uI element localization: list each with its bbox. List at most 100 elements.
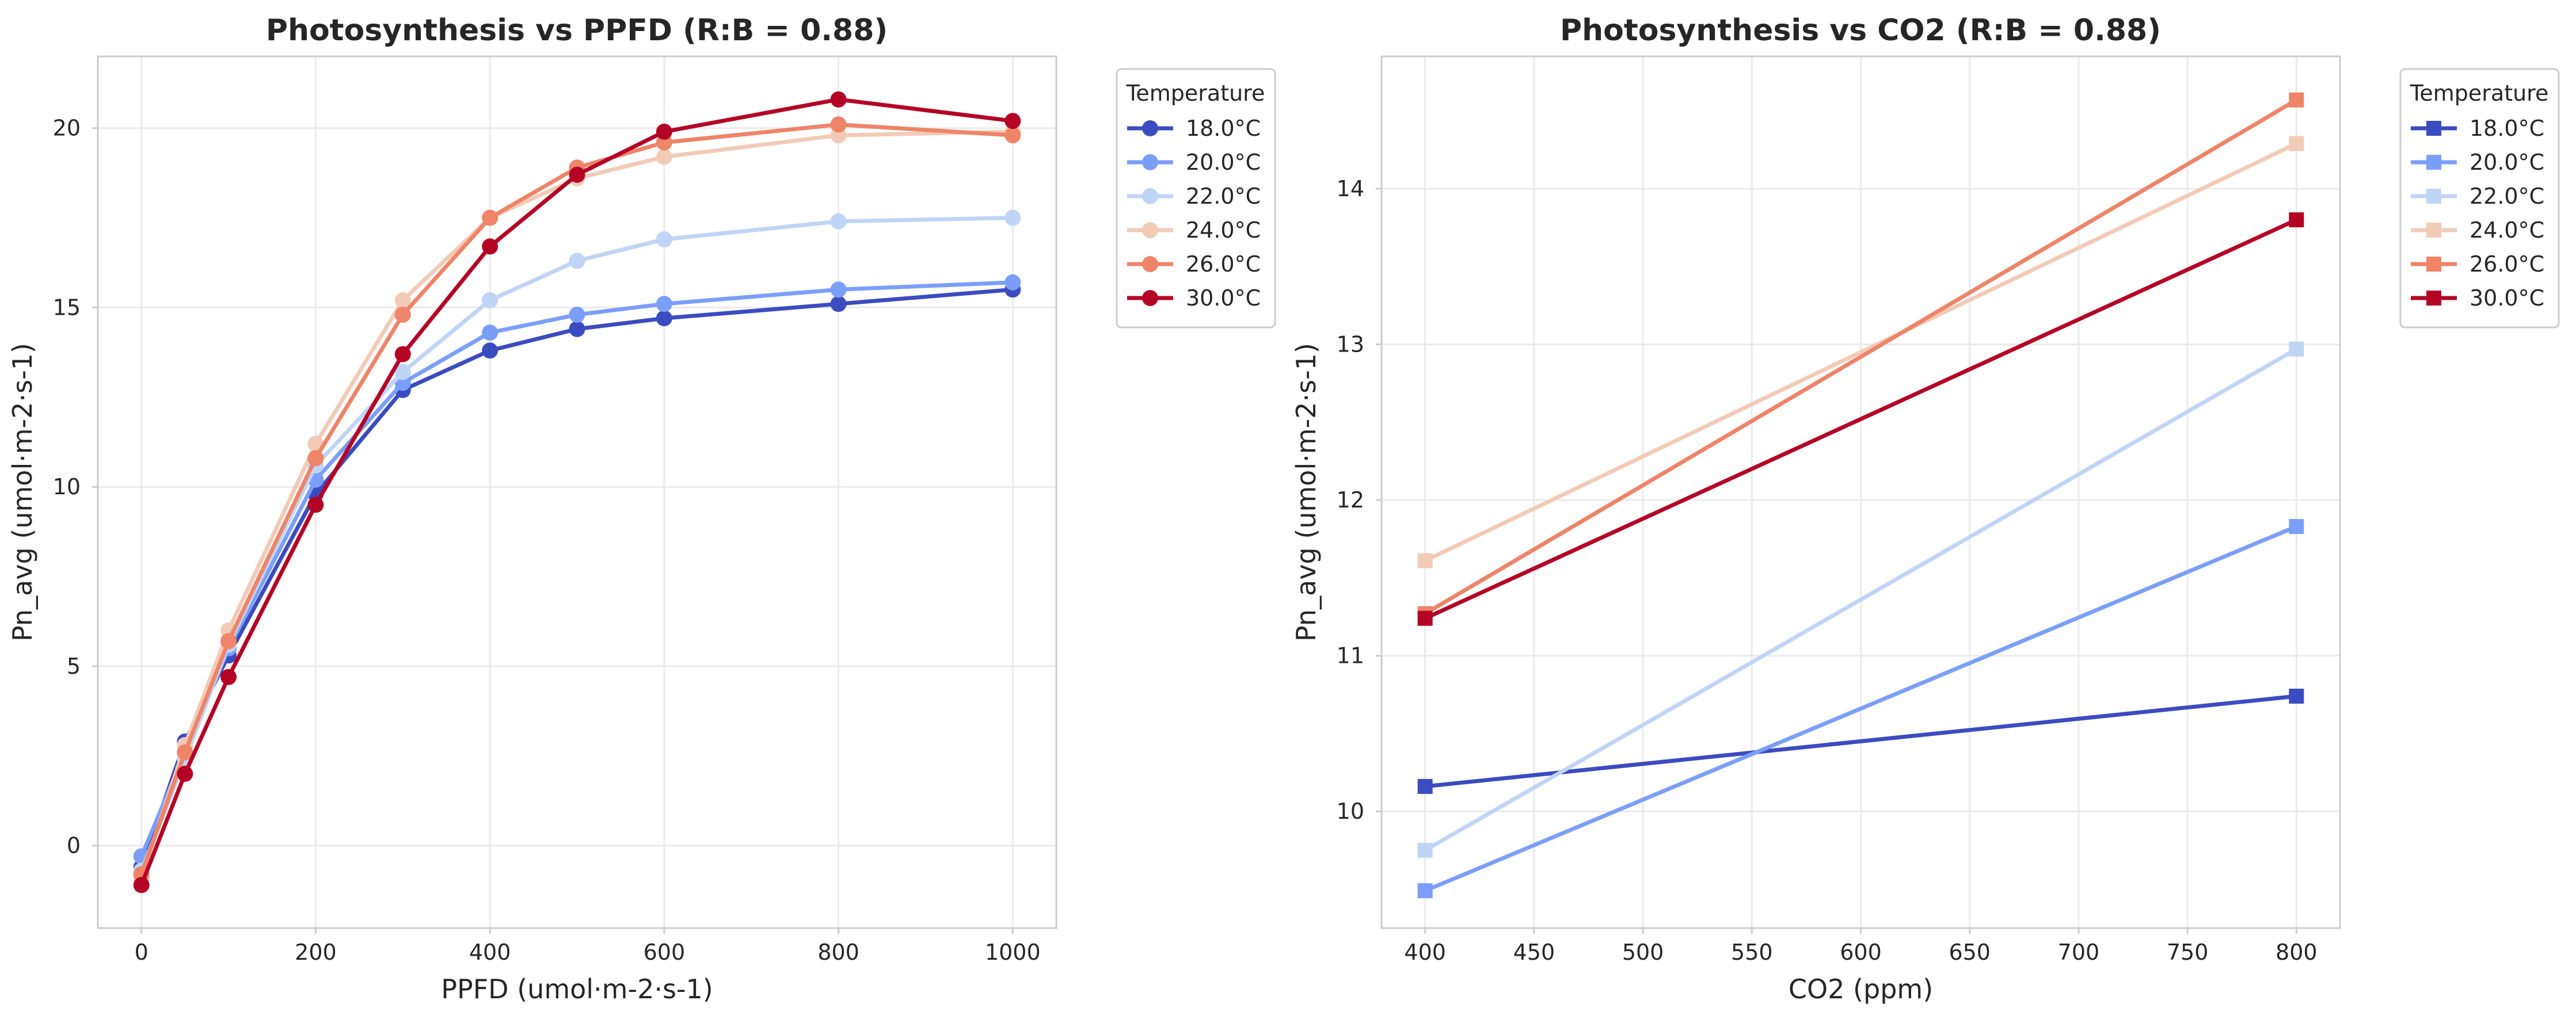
y-tick-label: 15 xyxy=(53,295,81,320)
legend-marker xyxy=(2426,155,2441,170)
legend-marker xyxy=(2426,189,2441,204)
data-point xyxy=(482,209,499,226)
series-line xyxy=(1423,347,2299,853)
legend-marker xyxy=(2426,257,2441,272)
data-point xyxy=(1004,209,1021,226)
y-tick-label: 14 xyxy=(1337,176,1364,201)
series-line xyxy=(139,97,1015,887)
x-tick-label: 450 xyxy=(1513,940,1555,965)
data-point xyxy=(1004,127,1021,144)
data-point xyxy=(1417,883,1433,899)
data-point xyxy=(394,364,411,380)
data-point xyxy=(656,296,672,312)
data-point xyxy=(2289,92,2304,108)
x-tick-label: 700 xyxy=(2058,940,2100,965)
legend-label: 24.0°C xyxy=(2470,217,2544,243)
legend-marker xyxy=(2426,121,2441,136)
data-point xyxy=(394,306,411,323)
data-point xyxy=(482,292,499,308)
data-point xyxy=(569,253,585,269)
series-20.0°C xyxy=(1417,519,2304,899)
data-point xyxy=(569,166,585,183)
data-point xyxy=(133,877,150,894)
x-tick-label: 200 xyxy=(295,940,337,965)
series-line xyxy=(139,287,1015,869)
series-line xyxy=(1423,142,2299,563)
y-tick-label: 13 xyxy=(1337,331,1364,357)
series-26.0°C xyxy=(133,116,1021,883)
y-axis-label: Pn_avg (umol·m-2·s-1) xyxy=(7,343,38,642)
data-point xyxy=(656,231,672,247)
chart-2: 400 450 500 550 600 650 700 750 800 10 11 12 13 14 Pho… xyxy=(1291,13,2560,1005)
data-point xyxy=(307,450,324,467)
legend-title: Temperature xyxy=(2410,81,2549,106)
x-tick-label: 1000 xyxy=(985,940,1041,965)
data-point xyxy=(830,296,847,312)
data-point xyxy=(830,116,847,133)
data-point xyxy=(830,213,847,230)
data-point xyxy=(482,238,499,255)
legend-marker xyxy=(1142,256,1158,272)
x-tick-label: 600 xyxy=(644,940,686,965)
series-line xyxy=(1423,694,2299,789)
series-line xyxy=(139,122,1015,876)
data-point xyxy=(220,669,237,685)
y-tick-label: 11 xyxy=(1337,643,1364,669)
x-tick-label: 600 xyxy=(1840,940,1882,965)
legend-label: 18.0°C xyxy=(1186,116,1261,141)
series-24.0°C xyxy=(1417,136,2304,568)
data-point xyxy=(1004,113,1021,129)
series-18.0°C xyxy=(1417,688,2304,794)
chart-1: 0 200 400 600 800 1000 0 5 10 15 20 Photosynthesis … xyxy=(7,13,1276,1005)
data-point xyxy=(394,292,411,308)
y-axis-label: Pn_avg (umol·m-2·s-1) xyxy=(1291,343,1322,642)
data-point xyxy=(2289,519,2304,535)
legend-label: 26.0°C xyxy=(1186,251,1261,277)
data-point xyxy=(830,281,847,298)
data-point xyxy=(482,342,499,359)
data-point xyxy=(220,633,237,650)
data-point xyxy=(177,765,193,782)
legend-marker xyxy=(1142,188,1158,204)
legend-marker xyxy=(2426,223,2441,238)
data-point xyxy=(2289,136,2304,151)
series-30.0°C xyxy=(1417,212,2304,626)
y-tick-label: 0 xyxy=(67,833,81,858)
data-point xyxy=(177,744,193,761)
series-line xyxy=(139,129,1015,880)
x-tick-label: 650 xyxy=(1949,940,1991,965)
legend-label: 18.0°C xyxy=(2470,116,2544,141)
data-point xyxy=(2289,341,2304,357)
legend: Temperature 18.0°C 20.0°C 22.0°C 24.0°C 26.0°… xyxy=(1116,68,1276,329)
legend-marker xyxy=(1142,290,1158,306)
series-24.0°C xyxy=(133,123,1021,886)
series-line xyxy=(139,280,1015,858)
y-tick-label: 10 xyxy=(1337,799,1364,824)
legend-marker xyxy=(1142,120,1158,136)
x-tick-label: 400 xyxy=(1404,940,1446,965)
legend-label: 24.0°C xyxy=(1186,217,1261,243)
data-point xyxy=(1004,274,1021,291)
series-30.0°C xyxy=(133,91,1021,894)
data-point xyxy=(394,346,411,362)
data-point xyxy=(2289,688,2304,704)
data-point xyxy=(569,306,585,323)
data-point xyxy=(307,497,324,513)
data-point xyxy=(656,148,672,165)
legend-label: 22.0°C xyxy=(2470,184,2544,209)
x-tick-label: 800 xyxy=(817,940,859,965)
legend-label: 20.0°C xyxy=(1186,150,1261,175)
legend-label: 26.0°C xyxy=(2470,251,2544,277)
series-line xyxy=(1423,98,2299,616)
x-tick-label: 750 xyxy=(2167,940,2209,965)
legend-label: 30.0°C xyxy=(1186,285,1261,311)
legend-label: 20.0°C xyxy=(2470,150,2544,175)
chart-title: Photosynthesis vs PPFD (R:B = 0.88) xyxy=(266,13,888,48)
legend-label: 30.0°C xyxy=(2470,285,2544,311)
x-axis-label: CO2 (ppm) xyxy=(1789,974,1933,1005)
x-axis-label: PPFD (umol·m-2·s-1) xyxy=(441,974,713,1005)
series-22.0°C xyxy=(1417,341,2304,858)
x-tick-label: 800 xyxy=(2276,940,2318,965)
data-point xyxy=(656,123,672,140)
y-tick-label: 12 xyxy=(1337,487,1364,513)
